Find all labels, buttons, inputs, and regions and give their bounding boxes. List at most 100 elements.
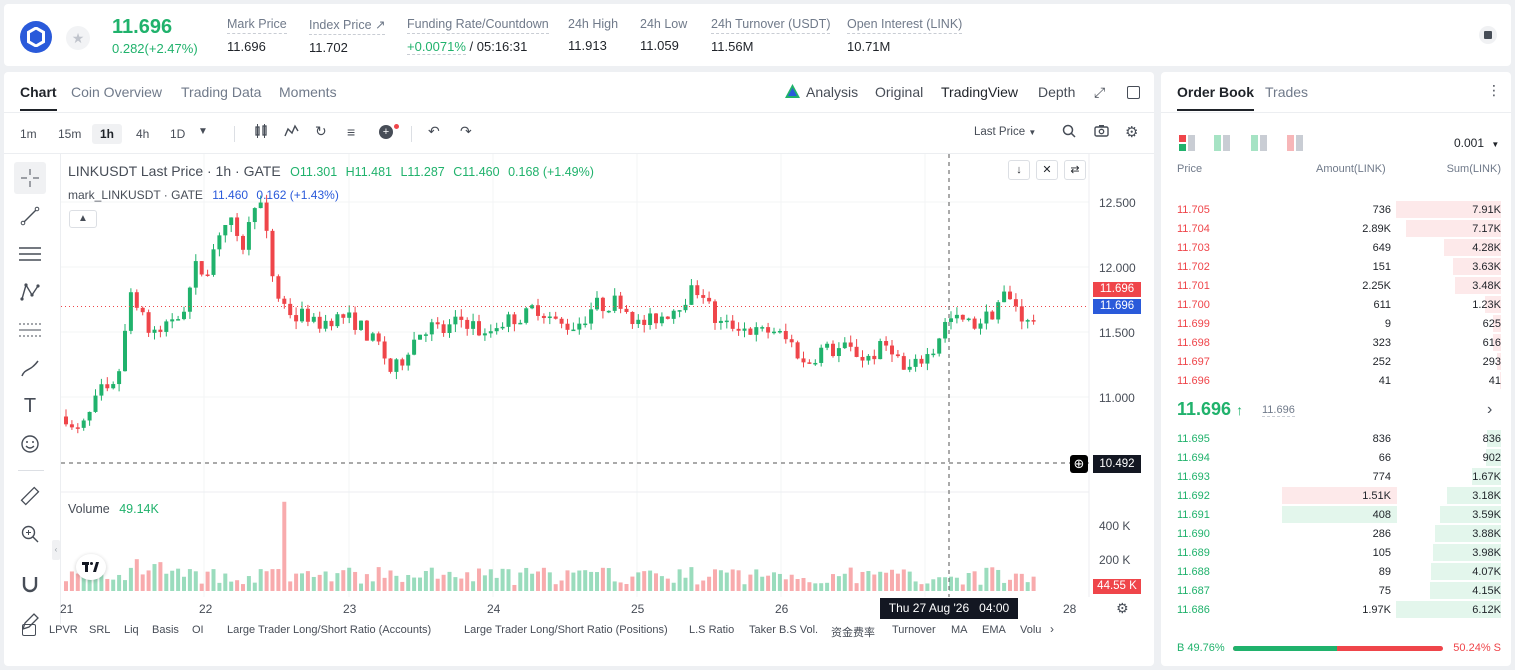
trend-line-tool-icon[interactable] bbox=[14, 200, 46, 232]
text-tool-icon[interactable]: T bbox=[23, 394, 37, 417]
view-asks-only-icon[interactable] bbox=[1287, 135, 1303, 156]
asks-row[interactable]: 11.705 736 7.91K bbox=[1161, 200, 1511, 219]
add-alert-icon[interactable]: ⊕ bbox=[1070, 455, 1088, 473]
tab-chart[interactable]: Chart bbox=[20, 84, 57, 111]
tab-trades[interactable]: Trades bbox=[1265, 84, 1309, 100]
asks-row[interactable]: 11.701 2.25K 3.48K bbox=[1161, 276, 1511, 295]
tf-15m[interactable]: 15m bbox=[58, 127, 82, 141]
tab-coin-overview[interactable]: Coin Overview bbox=[71, 84, 163, 100]
indicator-volume[interactable]: Volu bbox=[1020, 624, 1042, 636]
candle-body bbox=[913, 358, 918, 367]
analysis-icon[interactable] bbox=[784, 83, 801, 100]
indicator-oi[interactable]: OI bbox=[192, 624, 204, 636]
favorite-star-icon[interactable]: ★ bbox=[66, 26, 90, 50]
redo-icon[interactable]: ↷ bbox=[460, 123, 472, 139]
bids-row[interactable]: 11.695 836 836 bbox=[1161, 429, 1511, 448]
indicator-turnover[interactable]: Turnover bbox=[892, 624, 936, 636]
indicator-panel-icon[interactable] bbox=[22, 624, 36, 636]
fib-tool-icon[interactable] bbox=[14, 314, 46, 346]
index-price-stat[interactable]: Index Price ↗ 11.702 bbox=[309, 17, 386, 55]
add-indicator-icon[interactable]: + bbox=[379, 125, 393, 139]
bids-row[interactable]: 11.693 774 1.67K bbox=[1161, 467, 1511, 486]
bids-row[interactable]: 11.691 408 3.59K bbox=[1161, 505, 1511, 524]
scroll-down-icon[interactable]: ↓ bbox=[1008, 160, 1030, 180]
tab-depth[interactable]: Depth bbox=[1038, 84, 1076, 100]
indicator-srl[interactable]: SRL bbox=[89, 624, 111, 636]
undo-icon[interactable]: ↶ bbox=[428, 123, 440, 139]
bids-row[interactable]: 11.690 286 3.88K bbox=[1161, 524, 1511, 543]
bids-row[interactable]: 11.688 89 4.07K bbox=[1161, 562, 1511, 581]
tab-moments[interactable]: Moments bbox=[279, 84, 337, 100]
bids-row[interactable]: 11.689 105 3.98K bbox=[1161, 543, 1511, 562]
search-icon[interactable] bbox=[1062, 124, 1076, 141]
indicator-taker-bs-vol[interactable]: Taker B.S Vol. bbox=[749, 624, 819, 636]
view-both-icon[interactable] bbox=[1179, 135, 1195, 156]
asks-row[interactable]: 11.702 151 3.63K bbox=[1161, 257, 1511, 276]
tab-original[interactable]: Original bbox=[875, 84, 924, 100]
asks-row[interactable]: 11.699 9 625 bbox=[1161, 314, 1511, 333]
tf-1h[interactable]: 1h bbox=[92, 124, 123, 144]
stat-label[interactable]: Index Price ↗ bbox=[309, 17, 386, 35]
compress-icon[interactable]: ✕ bbox=[1036, 160, 1058, 180]
templates-icon[interactable]: ≡ bbox=[347, 124, 356, 140]
divider bbox=[411, 126, 412, 142]
tf-4h[interactable]: 4h bbox=[136, 127, 150, 141]
candlestick-chart[interactable] bbox=[4, 72, 1154, 666]
bids-row[interactable]: 11.692 1.51K 3.18K bbox=[1161, 486, 1511, 505]
crosshair-tool-icon[interactable] bbox=[14, 162, 46, 194]
bids-row[interactable]: 11.694 66 902 bbox=[1161, 448, 1511, 467]
chart-settings-icon[interactable]: ⚙ bbox=[1116, 600, 1129, 616]
brush-tool-icon[interactable] bbox=[14, 352, 46, 384]
asks-row[interactable]: 11.697 252 293 bbox=[1161, 352, 1511, 371]
asks-row[interactable]: 11.704 2.89K 7.17K bbox=[1161, 219, 1511, 238]
bids-row[interactable]: 11.686 1.97K 6.12K bbox=[1161, 600, 1511, 619]
chevron-right-icon[interactable]: › bbox=[1050, 622, 1054, 636]
asks-row[interactable]: 11.696 41 41 bbox=[1161, 371, 1511, 390]
bids-row[interactable]: 11.687 75 4.15K bbox=[1161, 581, 1511, 600]
indicator-liq[interactable]: Liq bbox=[124, 624, 139, 636]
indicator-ls-ratio[interactable]: L.S Ratio bbox=[689, 624, 735, 636]
asks-row[interactable]: 11.698 323 616 bbox=[1161, 333, 1511, 352]
indicator-basis[interactable]: Basis bbox=[152, 624, 179, 636]
price-type-select[interactable]: Last Price ▼ bbox=[974, 126, 1036, 138]
indicator-large-trader-positions[interactable]: Large Trader Long/Short Ratio (Positions… bbox=[464, 624, 668, 636]
asks-row[interactable]: 11.700 611 1.23K bbox=[1161, 295, 1511, 314]
expand-icon[interactable]: ⤢ bbox=[1094, 84, 1106, 100]
magnet-tool-icon[interactable] bbox=[14, 568, 46, 600]
tab-tradingview[interactable]: TradingView bbox=[941, 84, 1019, 100]
tab-order-book[interactable]: Order Book bbox=[1177, 84, 1255, 111]
collapse-toolbar-icon[interactable]: ‹ bbox=[52, 540, 60, 560]
window-icon[interactable] bbox=[1127, 86, 1140, 99]
emoji-tool-icon[interactable] bbox=[14, 428, 46, 460]
tradingview-logo-icon[interactable] bbox=[76, 554, 106, 580]
tf-1d[interactable]: 1D bbox=[170, 127, 186, 141]
view-bids-only-icon[interactable] bbox=[1251, 135, 1267, 156]
refresh-icon[interactable]: ⇄ bbox=[1064, 160, 1086, 180]
book-icon[interactable] bbox=[1479, 26, 1497, 44]
view-bids-icon[interactable] bbox=[1214, 135, 1230, 156]
camera-icon[interactable] bbox=[1094, 124, 1109, 140]
more-menu-icon[interactable]: ⋮ bbox=[1487, 82, 1501, 98]
collapse-legend-button[interactable]: ▲ bbox=[69, 210, 97, 228]
tf-1m[interactable]: 1m bbox=[20, 127, 37, 141]
indicator-lpvr[interactable]: LPVR bbox=[49, 624, 78, 636]
zoom-in-icon[interactable] bbox=[14, 518, 46, 550]
indicator-large-trader-accounts[interactable]: Large Trader Long/Short Ratio (Accounts) bbox=[227, 624, 432, 636]
precision-select[interactable]: 0.001 ▼ bbox=[1454, 136, 1499, 150]
chevron-down-icon[interactable]: ▼ bbox=[198, 126, 208, 137]
gear-icon[interactable]: ⚙ bbox=[1125, 124, 1139, 141]
pattern-tool-icon[interactable] bbox=[14, 276, 46, 308]
replay-icon[interactable]: ↻ bbox=[315, 123, 327, 139]
candle-type-icon[interactable] bbox=[254, 124, 268, 141]
indicator-ma[interactable]: MA bbox=[951, 624, 968, 636]
tab-analysis[interactable]: Analysis bbox=[806, 84, 859, 100]
indicator-ema[interactable]: EMA bbox=[982, 624, 1006, 636]
asks-row[interactable]: 11.703 649 4.28K bbox=[1161, 238, 1511, 257]
tab-trading-data[interactable]: Trading Data bbox=[181, 84, 262, 100]
chevron-right-icon[interactable]: › bbox=[1487, 401, 1493, 418]
ruler-tool-icon[interactable] bbox=[14, 480, 46, 512]
horizontal-lines-tool-icon[interactable] bbox=[14, 238, 46, 270]
indicator-funding-rate[interactable]: 资金费率 bbox=[831, 627, 875, 639]
time-tick: 25 bbox=[631, 602, 645, 616]
indicators-icon[interactable] bbox=[284, 124, 299, 141]
